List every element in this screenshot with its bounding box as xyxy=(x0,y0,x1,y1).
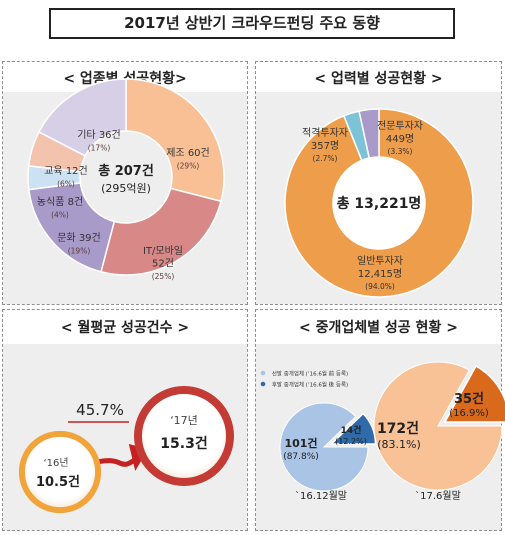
industry-slice-label: (6%) xyxy=(57,180,75,189)
industry-slice-label: (4%) xyxy=(51,211,69,220)
year-2017-label: ‘17년 xyxy=(170,414,198,427)
industry-slice-label: IT/모바일 xyxy=(143,245,183,257)
broker-2016-late-pct: (12.2%) xyxy=(335,437,367,446)
broker-2017-minor-slice xyxy=(443,365,505,423)
investor-qualified-label-value: 357명 xyxy=(311,140,339,152)
industry-slice-label: (19%) xyxy=(68,247,91,256)
industry-slice-label: 52건 xyxy=(152,258,174,270)
investor-professional-label-name: 전문투자자 xyxy=(377,120,423,132)
legend-early-text: 선발 중개업체 (’16.6월 前 등록) xyxy=(272,370,348,378)
industry-slice xyxy=(100,187,222,276)
investor-general-label-name: 일반투자자 xyxy=(357,255,403,267)
broker-2017-late-pct: (16.9%) xyxy=(449,408,489,419)
broker-2016-early-value: 101건 xyxy=(284,436,317,450)
monthly-panel: < 월평균 성공건수 > ‘16년 10.5건 ‘17년 15.3건 45.7% xyxy=(2,309,248,531)
industry-slice xyxy=(125,78,225,203)
industry-panel: < 업종별 성공현황> 총 207건 (295억원) 제조 60건 (29%) IT/모… xyxy=(2,61,248,305)
broker-2016-major-slice xyxy=(279,402,369,492)
year-2016-label: ‘16년 xyxy=(43,457,68,469)
year-2016-circle xyxy=(18,430,102,514)
investor-general-label-value: 12,415명 xyxy=(358,268,402,280)
monthly-panel-title: < 월평균 성공건수 > xyxy=(60,320,190,336)
industry-center-total: 총 207건 xyxy=(98,163,154,179)
investor-slice xyxy=(358,108,380,159)
year-2017-circle xyxy=(134,386,234,486)
broker-panel-title: < 중개업체별 성공 현황 > xyxy=(299,320,458,336)
monthly-average-chart: ‘16년 10.5건 ‘17년 15.3건 45.7% xyxy=(18,386,234,514)
industry-slice xyxy=(37,78,127,157)
broker-2017-late-value: 35건 xyxy=(454,391,484,407)
investor-qualified-label-name: 적격투자자 xyxy=(302,126,348,139)
investor-panel-title: < 업력별 성공현황 > xyxy=(314,71,443,87)
industry-slice-label: 문화 39건 xyxy=(57,232,101,244)
year-2017-value: 15.3건 xyxy=(160,435,207,452)
broker-2017-early-pct: (83.1%) xyxy=(377,438,421,451)
investor-slice xyxy=(284,108,474,298)
industry-center-amount: (295억원) xyxy=(101,182,151,195)
investor-professional-label-value: 449명 xyxy=(386,133,414,145)
industry-slice-label: 제조 60건 xyxy=(166,147,210,159)
investor-qualified-label-pct: (2.7%) xyxy=(313,154,338,163)
industry-slice-label: (17%) xyxy=(88,144,111,153)
industry-slice-label: (29%) xyxy=(177,162,200,171)
investor-donut-hole xyxy=(333,157,425,249)
industry-slice xyxy=(27,182,116,273)
broker-2017-caption: `17.6월말 xyxy=(415,490,461,502)
investor-center-total: 총 13,221명 xyxy=(337,195,422,212)
industry-slice-label: 농식품 8건 xyxy=(37,196,83,208)
broker-panel: < 중개업체별 성공 현황 > 선발 중개업체 (’16.6월 前 등록) 후발 … xyxy=(255,309,505,531)
broker-2017-major-slice xyxy=(373,361,503,491)
page-title: 2017년 상반기 크라우드펀딩 주요 동향 xyxy=(49,8,455,39)
industry-slice-label: 기타 36건 xyxy=(77,129,121,141)
legend-early-marker xyxy=(260,370,266,376)
legend-late-text: 후발 중개업체 (’16.6월 後 등록) xyxy=(272,381,348,389)
broker-pie-chart: 선발 중개업체 (’16.6월 前 등록) 후발 중개업체 (’16.6월 後 등… xyxy=(260,361,505,502)
investor-professional-label-pct: (3.3%) xyxy=(388,147,413,156)
investor-general-label-pct: (94.0%) xyxy=(365,282,395,291)
broker-2017-early-value: 172건 xyxy=(377,420,419,437)
broker-2016-late-value: 14건 xyxy=(341,424,362,436)
broker-2016-early-pct: (87.8%) xyxy=(283,452,319,462)
broker-2016-minor-slice xyxy=(329,412,377,445)
industry-slice-label: 교육 12건 xyxy=(44,165,88,177)
legend-late-marker xyxy=(260,381,266,387)
growth-rate-annotation: 45.7% xyxy=(76,401,124,419)
industry-slice-label: (25%) xyxy=(152,272,175,281)
broker-2016-caption: `16.12월말 xyxy=(295,490,347,502)
year-2016-value: 10.5건 xyxy=(36,474,80,490)
